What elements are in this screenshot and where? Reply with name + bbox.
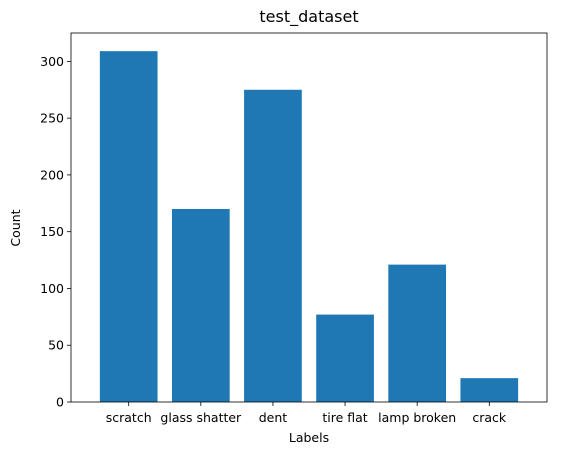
bar-glass-shatter (171, 208, 230, 402)
y-axis: 0 50 100 150 200 250 300 (40, 54, 71, 410)
bar-crack (460, 378, 519, 402)
bar-tire-flat (316, 314, 374, 402)
x-tick-label: glass shatter (160, 410, 242, 425)
y-tick-label: 0 (56, 395, 64, 410)
y-axis-label: Count (8, 209, 23, 246)
y-tick-label: 200 (40, 167, 64, 182)
y-tick-label: 100 (40, 281, 64, 296)
y-tick-label: 150 (40, 224, 64, 239)
y-tick-label: 50 (48, 338, 64, 353)
x-tick-label: tire flat (322, 410, 367, 425)
bars-group (99, 51, 519, 403)
plot-frame (70, 32, 548, 403)
x-axis-label: Labels (289, 430, 329, 445)
y-tick-label: 300 (40, 54, 64, 69)
y-tick-label: 250 (40, 111, 64, 126)
x-axis: scratch glass shatter dent tire flat lamp br… (106, 402, 507, 425)
x-tick-label: dent (259, 410, 288, 425)
chart-title: test_dataset (259, 7, 358, 27)
bar-scratch (99, 51, 158, 403)
bar-dent (244, 89, 302, 403)
x-tick-label: lamp broken (378, 410, 456, 425)
bar-lamp-broken (388, 264, 447, 402)
x-tick-label: crack (472, 410, 507, 425)
x-tick-label: scratch (106, 410, 152, 425)
